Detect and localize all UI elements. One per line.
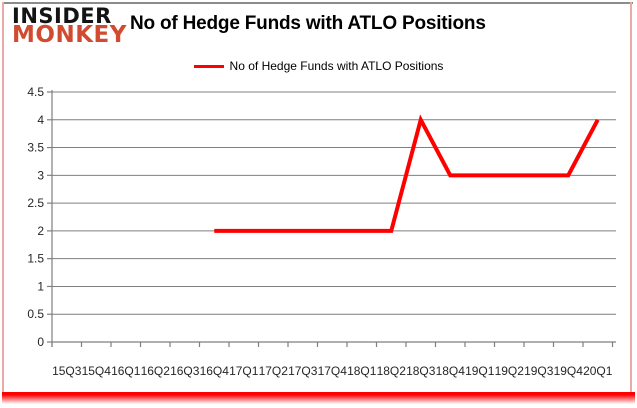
x-tick-label: 19Q1 [465,364,495,378]
y-tick-label: 3.5 [27,141,44,155]
x-tick-label: 18Q3 [406,364,436,378]
x-tick-label: 16Q2 [141,364,171,378]
y-tick-label: 2 [37,224,44,238]
y-tick-label: 1.5 [27,252,44,266]
x-tick-label: 19Q3 [524,364,554,378]
y-tick-label: 4 [37,113,44,127]
logo-insider-text: INSIDER [12,4,112,28]
x-tick-label: 17Q2 [259,364,289,378]
x-tick-label: 15Q4 [82,364,112,378]
legend-label: No of Hedge Funds with ATLO Positions [229,59,444,73]
x-tick-label: 17Q1 [229,364,259,378]
frame-right-border [630,2,632,394]
x-tick-label: 15Q3 [52,364,82,378]
insider-monkey-logo: INSIDER MONKEY [12,4,127,48]
x-tick-label: 18Q2 [377,364,407,378]
x-tick-label: 16Q3 [170,364,200,378]
x-tick-label: 17Q4 [318,364,348,378]
legend-line-swatch [193,64,224,68]
frame-top-border [3,2,633,4]
y-tick-label: 3 [37,168,44,182]
y-tick-label: 4.5 [27,85,44,99]
frame-bottom-glow [2,392,635,404]
series-line [214,114,600,233]
legend: No of Hedge Funds with ATLO Positions [0,59,637,73]
logo-monkey-text: MONKEY [12,21,127,48]
x-tick-label: 17Q3 [288,364,318,378]
y-tick-label: 0 [37,335,44,349]
frame-left-border [2,2,4,394]
x-tick-label: 20Q1 [583,364,613,378]
x-tick-label: 19Q4 [554,364,584,378]
x-tick-label: 19Q2 [495,364,525,378]
x-tick-label: 18Q4 [436,364,466,378]
x-tick-label: 16Q1 [111,364,141,378]
y-tick-label: 1 [37,279,44,293]
y-tick-label: 2.5 [27,196,44,210]
y-tick-label: 0.5 [27,307,44,321]
x-tick-label: 16Q4 [200,364,230,378]
x-tick-label: 18Q1 [347,364,377,378]
chart-title: No of Hedge Funds with ATLO Positions [130,13,486,34]
